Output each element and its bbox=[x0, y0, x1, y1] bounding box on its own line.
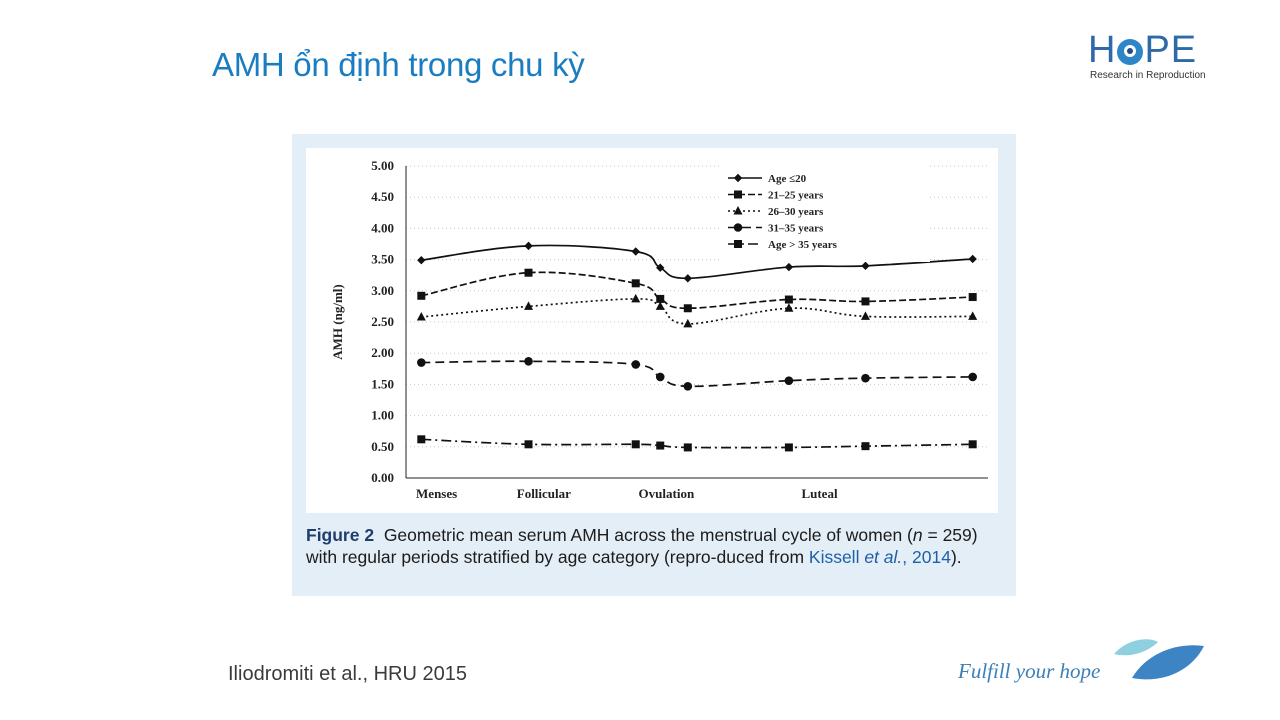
caption-text-1: Geometric mean serum AMH across the mens… bbox=[383, 525, 913, 545]
legend-entry: 26–30 years bbox=[768, 206, 824, 218]
data-point-series-4 bbox=[655, 372, 665, 382]
series-line-4 bbox=[421, 360, 973, 388]
y-tick-label: 2.00 bbox=[371, 345, 394, 360]
x-category-label: Luteal bbox=[801, 486, 838, 501]
data-point-series-4 bbox=[861, 373, 870, 383]
data-point-series-2 bbox=[656, 294, 665, 303]
plot-area: 0.00 0.50 1.00 1.50 2.00 2.50 3.00 3.50 4.00 4.50… bbox=[306, 148, 998, 513]
data-point-series-5 bbox=[861, 442, 870, 451]
legend-swatch-marker bbox=[733, 223, 743, 232]
legend-entry: 31–35 years bbox=[768, 223, 824, 235]
tagline: Fulfill your hope bbox=[958, 659, 1101, 683]
data-point-series-3 bbox=[524, 301, 534, 310]
leaf-icon bbox=[1114, 639, 1204, 680]
data-point-series-2 bbox=[631, 279, 640, 288]
data-point-series-2 bbox=[861, 297, 870, 306]
data-point-series-1 bbox=[861, 261, 870, 271]
logo-letters-right: PE bbox=[1144, 29, 1198, 71]
y-tick-label: 1.50 bbox=[371, 376, 394, 391]
y-tick-label: 0.00 bbox=[371, 470, 394, 485]
data-point-series-2 bbox=[784, 295, 793, 304]
caption-text-2: = 259) with regular periods stratified b… bbox=[306, 525, 978, 567]
data-point-series-3 bbox=[416, 312, 426, 321]
data-point-series-2 bbox=[417, 291, 426, 300]
legend-box bbox=[720, 164, 930, 262]
data-point-series-5 bbox=[417, 435, 426, 444]
logo-subtitle: Research in Reproduction bbox=[1090, 70, 1206, 81]
data-point-series-5 bbox=[656, 441, 665, 450]
legend-entry: 21–25 years bbox=[768, 190, 824, 202]
data-point-series-4 bbox=[524, 357, 533, 366]
figure-panel: 0.00 0.50 1.00 1.50 2.00 2.50 3.00 3.50 4.00 4.50… bbox=[292, 134, 1016, 596]
data-point-series-4 bbox=[784, 376, 794, 385]
data-point-series-3 bbox=[860, 311, 870, 320]
caption-label: Figure 2 bbox=[306, 525, 375, 545]
y-tick-label: 4.50 bbox=[371, 189, 394, 204]
data-point-series-2 bbox=[683, 304, 692, 313]
data-point-series-5 bbox=[683, 443, 692, 452]
y-axis-label: AMH (ng/ml) bbox=[330, 284, 345, 359]
data-point-series-5 bbox=[968, 440, 977, 449]
y-tick-label: 3.00 bbox=[371, 283, 394, 298]
data-point-series-5 bbox=[784, 443, 793, 452]
data-point-series-1 bbox=[417, 256, 426, 265]
data-point-series-4 bbox=[417, 358, 426, 367]
y-tick-label: 1.00 bbox=[371, 408, 394, 423]
data-point-series-4 bbox=[683, 381, 693, 391]
data-point-series-5 bbox=[524, 440, 533, 449]
legend-swatch-marker bbox=[733, 173, 743, 183]
x-category-label: Follicular bbox=[517, 486, 571, 501]
x-category-label: Menses bbox=[416, 486, 457, 501]
data-point-series-3 bbox=[784, 303, 794, 312]
data-point-series-2 bbox=[968, 293, 977, 302]
data-point-series-1 bbox=[968, 254, 977, 264]
caption-citation-author[interactable]: Kissell bbox=[808, 547, 865, 567]
series-line-3 bbox=[421, 298, 973, 325]
legend-entry: Age ≤20 bbox=[768, 173, 807, 185]
data-point-series-1 bbox=[784, 262, 794, 272]
data-point-series-2 bbox=[524, 268, 533, 277]
data-point-series-4 bbox=[631, 360, 641, 369]
data-point-series-3 bbox=[655, 301, 665, 310]
data-point-series-1 bbox=[683, 274, 693, 283]
data-point-series-1 bbox=[631, 247, 640, 256]
data-point-series-1 bbox=[524, 241, 533, 251]
eye-icon bbox=[1117, 39, 1144, 65]
data-point-series-3 bbox=[683, 318, 693, 328]
data-point-series-3 bbox=[968, 311, 978, 320]
caption-text-end: ). bbox=[950, 547, 962, 567]
amh-line-chart: 0.00 0.50 1.00 1.50 2.00 2.50 3.00 3.50 4.00 4.50… bbox=[330, 158, 988, 501]
figure-caption: Figure 2 Geometric mean serum AMH across… bbox=[306, 524, 1006, 568]
data-point-series-5 bbox=[631, 440, 640, 449]
legend-entry: Age > 35 years bbox=[768, 239, 838, 251]
caption-citation-etal[interactable]: et al. bbox=[864, 547, 903, 567]
logo-letter-left: H bbox=[1088, 29, 1117, 71]
data-point-series-4 bbox=[968, 372, 977, 382]
reference-text: Iliodromiti et al., HRU 2015 bbox=[228, 663, 467, 685]
caption-n-variable: n bbox=[912, 525, 923, 545]
legend-swatch-marker bbox=[734, 190, 742, 199]
y-tick-label: 0.50 bbox=[371, 439, 394, 454]
legend-swatch-marker bbox=[734, 240, 742, 248]
x-category-label: Ovulation bbox=[639, 486, 695, 501]
y-tick-label: 2.50 bbox=[371, 314, 394, 329]
y-tick-label: 5.00 bbox=[371, 158, 394, 173]
series-line-5 bbox=[421, 438, 973, 449]
y-tick-label: 3.50 bbox=[371, 252, 394, 267]
legend-swatch-marker bbox=[733, 206, 743, 215]
caption-citation-year[interactable]: , 2014 bbox=[902, 547, 951, 567]
slide-title: AMH ổn định trong chu kỳ bbox=[212, 46, 585, 83]
data-point-series-3 bbox=[631, 293, 641, 303]
hope-logo: H PE Research in Reproduction bbox=[1088, 30, 1206, 86]
y-tick-label: 4.00 bbox=[371, 220, 394, 235]
logo-wordmark: H PE bbox=[1088, 30, 1197, 70]
